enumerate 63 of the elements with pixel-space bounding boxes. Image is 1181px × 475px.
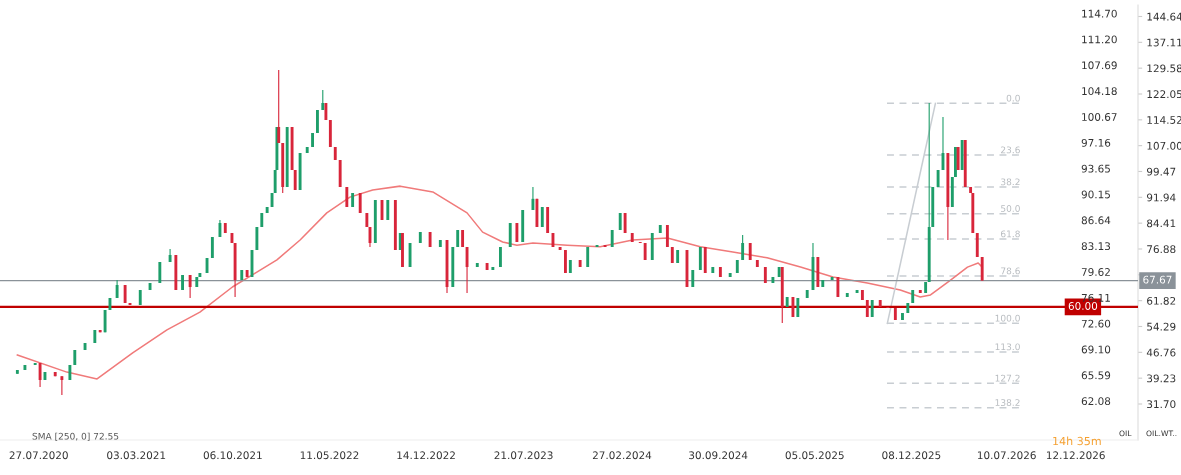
x-tick-label: 03.03.2021	[107, 451, 166, 460]
y2-tick-label: 114.70	[1082, 9, 1117, 18]
annotation: 113.0	[995, 343, 1020, 351]
y2-tick-label: 79.62	[1081, 268, 1110, 276]
annotation: SMA [250, 0] 72.55	[32, 432, 119, 441]
candlestick	[321, 89, 325, 111]
y2-tick-label: 100.67	[1082, 113, 1117, 121]
annotation: 50.0	[1001, 205, 1020, 212]
x-tick-label: 12.12.2026	[1046, 451, 1105, 460]
y-tick-label: 31.70	[1147, 400, 1176, 409]
annotation: 100.0	[995, 314, 1020, 322]
annotation: 138.2	[995, 399, 1020, 406]
x-tick-label: 21.07.2023	[494, 451, 553, 460]
annotation: 61.8	[1000, 230, 1020, 238]
y2-tick-label: 93.65	[1081, 164, 1110, 173]
y-tick-label: 54.29	[1147, 322, 1176, 331]
candlestick	[698, 247, 702, 270]
candlestick	[277, 69, 281, 144]
annotation: 23.6	[1001, 146, 1020, 154]
y-tick-label: 61.82	[1147, 296, 1176, 305]
candlestick	[38, 362, 42, 388]
y2-tick-label: 111.20	[1082, 35, 1117, 44]
y2-tick-label: 90.15	[1081, 190, 1110, 199]
annotation: 0.0	[1006, 94, 1020, 102]
x-tick-label: 05.05.2025	[785, 451, 844, 460]
x-tick-label: 27.02.2024	[592, 451, 652, 460]
y2-tick-label: 86.64	[1081, 216, 1111, 225]
y-tick-label: 84.41	[1147, 219, 1176, 228]
y2-tick-label: 69.10	[1081, 345, 1111, 354]
y2-tick-label: 72.60	[1081, 319, 1111, 328]
x-tick-label: 27.07.2020	[9, 451, 68, 460]
y2-tick-label: 65.59	[1081, 371, 1111, 380]
ref-line-label: 60.00	[1068, 302, 1098, 310]
annotation: 38.2	[1001, 178, 1020, 186]
y2-tick-label: 62.08	[1081, 397, 1111, 406]
y-tick-label: 99.47	[1146, 167, 1176, 176]
y-tick-label: 39.23	[1147, 374, 1176, 383]
x-tick-label: 10.07.2026	[977, 451, 1036, 460]
y-tick-label: 114.52	[1147, 116, 1181, 124]
y-tick-label: 137.11	[1147, 38, 1181, 47]
candlestick	[188, 274, 192, 299]
x-tick-label: 08.12.2025	[882, 451, 941, 460]
candlestick	[975, 233, 979, 257]
x-tick-label: 30.09.2024	[689, 451, 748, 460]
y-tick-label: 76.88	[1147, 245, 1176, 254]
y-tick-label: 46.76	[1146, 348, 1176, 357]
annotation: 78.6	[1001, 267, 1020, 275]
y2-tick-label: 104.18	[1082, 87, 1117, 96]
candlestick	[741, 234, 745, 261]
annotation: 127.2	[995, 374, 1020, 382]
y-tick-label: 122.05	[1147, 90, 1181, 99]
line-series	[16, 185, 983, 380]
x-tick-label: 11.05.2022	[300, 451, 359, 460]
y2-tick-label: 107.69	[1082, 61, 1117, 70]
y-tick-label: 91.94	[1146, 193, 1176, 202]
candlestick	[60, 375, 64, 396]
candlestick	[836, 277, 840, 297]
annotation: 14h 35m	[1053, 436, 1101, 446]
y2-tick-label: 83.13	[1081, 242, 1111, 251]
ref-line-label: 67.67	[1143, 275, 1172, 284]
x-tick-label: 14.12.2022	[397, 451, 455, 460]
y2-tick-label: 97.16	[1081, 138, 1111, 147]
x-tick-label: 06.10.2021	[203, 451, 262, 460]
